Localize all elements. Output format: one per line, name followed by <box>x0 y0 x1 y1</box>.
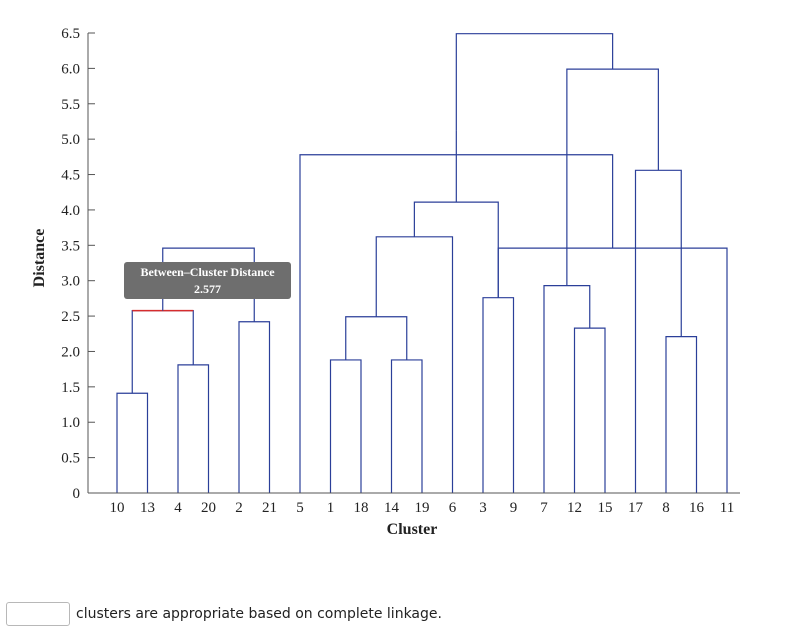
merge-link <box>177 364 210 493</box>
x-tick-label: 18 <box>354 500 369 516</box>
merge-link <box>329 359 362 493</box>
merge-link-path <box>543 285 591 493</box>
x-tick-label: 5 <box>296 500 304 516</box>
x-tick-label: 4 <box>174 500 182 516</box>
tooltip-background <box>124 262 291 299</box>
x-axis-title: Cluster <box>387 521 438 538</box>
x-tick-label: 6 <box>449 500 457 516</box>
x-tick-label: 7 <box>540 500 548 516</box>
merge-link <box>116 392 149 493</box>
merge-link <box>482 297 515 493</box>
merge-link <box>665 336 698 493</box>
merge-link-path <box>375 236 454 493</box>
dendrogram-chart: 0 0.5 1.0 1.5 2.0 2.5 3.0 3.5 4.0 4.5 5.0 5.5 6.0 6.5… <box>31 26 740 538</box>
merge-link-path <box>497 247 728 493</box>
merge-link <box>390 359 423 493</box>
x-tick-label: 1 <box>327 500 335 516</box>
y-tick-label: 4.0 <box>61 203 80 219</box>
merge-link <box>634 169 682 493</box>
x-tick-label: 2 <box>235 500 243 516</box>
x-tick-label: 8 <box>662 500 670 516</box>
y-tick-label: 6.0 <box>61 61 80 77</box>
merge-link <box>413 201 499 298</box>
x-tick-label: 14 <box>384 500 400 516</box>
y-tick-label: 3.5 <box>61 238 80 254</box>
y-tick-label: 2.5 <box>61 309 80 325</box>
y-tick-label: 1.5 <box>61 380 80 396</box>
x-tick-label: 16 <box>689 500 705 516</box>
y-tick-label: 0.5 <box>61 451 80 467</box>
answer-prompt: clusters are appropriate based on comple… <box>76 606 442 622</box>
merge-link-path <box>177 364 210 493</box>
merge-link <box>299 154 614 493</box>
y-tick-label: 4.5 <box>61 168 80 184</box>
y-tick-label: 5.5 <box>61 97 80 113</box>
tooltip-label: Between–Cluster Distance <box>140 265 275 279</box>
x-tick-label: 17 <box>628 500 644 516</box>
merge-link <box>375 236 454 493</box>
merge-link-path <box>345 316 408 360</box>
merge-link-path <box>413 201 499 298</box>
y-tick-label: 1.0 <box>61 415 80 431</box>
merge-link <box>345 316 408 360</box>
x-tick-label: 3 <box>479 500 487 516</box>
merge-link-path <box>131 310 194 394</box>
x-tick-label: 10 <box>110 500 125 516</box>
merge-link-path <box>238 321 271 493</box>
merge-link-path <box>390 359 423 493</box>
merge-link <box>131 309 194 394</box>
merge-link <box>573 327 606 493</box>
merge-link-path <box>665 336 698 493</box>
x-tick-label: 9 <box>510 500 518 516</box>
x-tick-label: 20 <box>201 500 216 516</box>
distance-tooltip: Between–Cluster Distance 2.577 <box>124 262 291 299</box>
x-tick-label: 15 <box>598 500 613 516</box>
x-tick-label: 21 <box>262 500 277 516</box>
merge-link <box>238 321 271 493</box>
y-tick-label: 0 <box>73 486 81 502</box>
y-axis: 0 0.5 1.0 1.5 2.0 2.5 3.0 3.5 4.0 4.5 5.0 5.5 6.0 6.5 <box>61 26 95 502</box>
merge-link-path <box>573 327 606 493</box>
merge-link <box>455 33 614 131</box>
merge-link-path <box>116 392 149 493</box>
merge-link-path <box>482 297 515 493</box>
merge-link-path <box>455 33 614 131</box>
cluster-count-input[interactable] <box>6 602 70 626</box>
merge-link-path <box>634 169 682 493</box>
merge-link-path <box>329 359 362 493</box>
merge-link <box>497 247 728 493</box>
answer-row: clusters are appropriate based on comple… <box>6 599 442 629</box>
merge-link <box>543 285 591 493</box>
y-axis-title: Distance <box>31 229 48 288</box>
x-tick-label: 19 <box>415 500 430 516</box>
x-tick-label: 11 <box>720 500 734 516</box>
x-tick-label: 12 <box>567 500 582 516</box>
tooltip-value: 2.577 <box>194 282 221 296</box>
y-tick-label: 6.5 <box>61 26 80 42</box>
y-tick-label: 2.0 <box>61 344 80 360</box>
y-tick-label: 3.0 <box>61 274 80 290</box>
x-tick-label: 13 <box>140 500 155 516</box>
y-tick-label: 5.0 <box>61 132 80 148</box>
x-axis: 10 13 4 20 2 21 5 1 18 14 19 6 3 9 7 12 15 17 8 16 11 <box>88 492 740 516</box>
merge-link-path <box>299 154 614 493</box>
